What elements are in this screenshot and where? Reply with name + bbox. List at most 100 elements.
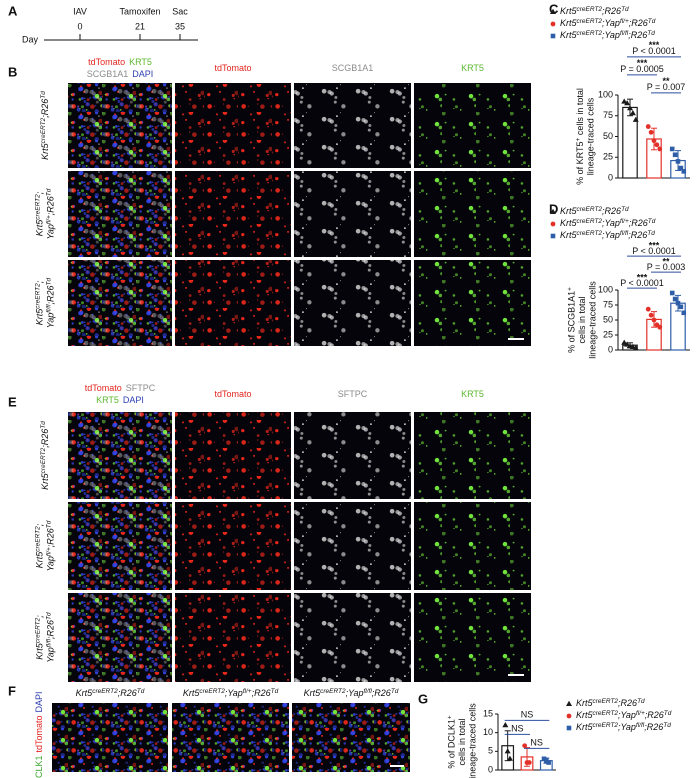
channel-layer (294, 171, 411, 257)
text-part: Krt5 (35, 551, 45, 569)
p-value: P = 0.007 (647, 82, 686, 92)
channel-label: tdTomato (214, 389, 251, 399)
marker (506, 755, 513, 761)
channel-layer (172, 703, 289, 772)
channel-layer (294, 260, 411, 346)
text-part: Krt5 (560, 218, 578, 228)
text-part: ;Yap (225, 688, 243, 698)
marker (550, 21, 556, 27)
text-part: ; (35, 615, 45, 618)
genotype-label: Krt5creERT2; (34, 523, 45, 568)
channel-label: SFTPC (338, 389, 368, 399)
text-part: Krt5 (560, 30, 578, 40)
channel-label: tdTomato KRT5 (88, 57, 152, 67)
superscript: Td (137, 688, 145, 695)
channel-layer (414, 83, 531, 168)
legend-label: Krt5creERT2;R26Td (560, 206, 629, 217)
text-part: Krt5 (560, 230, 578, 240)
text-part: % of SCGB1A1 (567, 291, 577, 353)
text-part: Krt5 (35, 308, 45, 326)
text-part: ;R26 (618, 698, 637, 708)
channel-name: SFTPC (126, 383, 156, 393)
text-part: Krt5 (576, 710, 594, 720)
superscript: fl/+ (243, 688, 252, 695)
legend-label: Krt5creERT2;R26Td (560, 6, 629, 17)
text-part: ;R26 (46, 196, 56, 215)
text-part: Krt5 (183, 688, 201, 698)
channel-name: tdTomato (34, 715, 44, 752)
y-tick-label: 0 (608, 344, 613, 354)
text-part: ; (35, 523, 45, 526)
marker (504, 748, 511, 754)
superscript: Td (647, 30, 655, 37)
genotype-label: Krt5creERT2;Yapfl/+;R26Td (183, 688, 279, 699)
marker (651, 138, 657, 144)
marker (632, 116, 639, 122)
text-part: Yap (46, 556, 56, 571)
p-value: P < 0.0001 (632, 246, 676, 256)
y-tick-label: 50 (603, 314, 613, 324)
text-part: Krt5 (35, 219, 45, 237)
superscript: Td (40, 91, 47, 99)
legend-label: Krt5creERT2;Yapfl/fl;R26Td (560, 30, 655, 41)
marker (651, 317, 657, 323)
marker (654, 142, 660, 148)
superscript: creERT2 (593, 698, 619, 705)
superscript: fl/+ (620, 18, 629, 25)
panel-letter: F (8, 683, 16, 698)
genotype-label: Yapfl/+;R26Td (45, 520, 56, 571)
superscript: Td (45, 277, 52, 285)
channel-layer (175, 502, 291, 590)
y-tick-label: 25 (603, 329, 613, 339)
marker (627, 105, 633, 111)
superscript: Td (271, 688, 279, 695)
channel-layer (52, 703, 168, 772)
text-part: ;Yap (602, 18, 620, 28)
marker (550, 8, 556, 14)
genotype-label: Krt5creERT2; (34, 615, 45, 660)
marker (648, 312, 654, 318)
marker (526, 760, 532, 765)
superscript: creERT2 (577, 218, 603, 225)
genotype-label: Krt5creERT2;R26Td (40, 421, 51, 490)
genotype-label: Yapfl/+;R26Td (45, 188, 56, 239)
channel-layer (294, 593, 411, 682)
channel-name: DAPI (123, 395, 144, 405)
genotype-label: Yapfl/fl;R26Td (45, 277, 56, 328)
superscript: fl/+ (636, 710, 645, 717)
superscript: fl/fl (636, 722, 645, 729)
y-axis-label: lineage-traced cells (586, 97, 596, 175)
superscript: creERT2 (34, 283, 41, 309)
text-part: ;Yap (602, 230, 620, 240)
text-part: ;R26 (644, 722, 663, 732)
p-value: P < 0.0001 (632, 46, 676, 56)
y-axis-label: lineage-traced cells (468, 703, 478, 778)
text-part: ;Yap (346, 688, 364, 698)
marker (632, 345, 639, 351)
channel-name: SCGB1A1 (332, 63, 374, 73)
y-axis-label: lineage-traced cells (588, 281, 598, 359)
channel-layer (414, 260, 531, 346)
marker (648, 129, 654, 135)
marker (621, 339, 628, 345)
superscript: creERT2 (320, 688, 346, 695)
text-part: Yap (46, 313, 56, 328)
marker (566, 700, 572, 706)
axis-label: Day (22, 34, 39, 44)
text-part: lineage-traced cells (468, 703, 478, 778)
channel-label: tdTomato (214, 63, 251, 73)
text-part: % of DCLK1 (447, 719, 457, 769)
text-part: Krt5 (40, 472, 50, 490)
channel-layer (414, 412, 531, 499)
panel-letter: C (549, 1, 559, 16)
channel-name: DAPI (34, 691, 44, 712)
channel-layer (175, 171, 291, 257)
channel-name: KRT5 (96, 395, 119, 405)
channel-name: KRT5 (129, 57, 152, 67)
text-part: Yap (46, 647, 56, 662)
marker (550, 33, 556, 39)
channel-layer (414, 171, 531, 257)
legend-label: Krt5creERT2;Yapfl/+;R26Td (560, 218, 656, 229)
text-part: ;R26 (629, 218, 648, 228)
